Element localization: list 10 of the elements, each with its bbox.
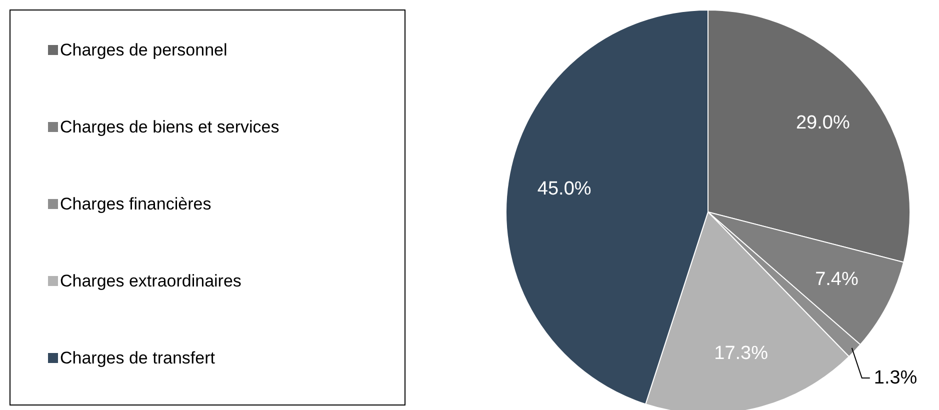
legend-label: Charges extraordinaires xyxy=(60,272,242,290)
legend-label: Charges de biens et services xyxy=(60,118,280,136)
data-label: 17.3% xyxy=(714,343,768,364)
data-label: 29.0% xyxy=(796,112,850,134)
legend-label: Charges de personnel xyxy=(60,40,228,60)
legend-label: Charges de transfert xyxy=(60,348,216,368)
data-label: 7.4% xyxy=(815,269,859,290)
data-label: 1.3% xyxy=(874,367,918,388)
legend-label: Charges financières xyxy=(60,194,212,214)
data-label: 45.0% xyxy=(537,178,592,200)
